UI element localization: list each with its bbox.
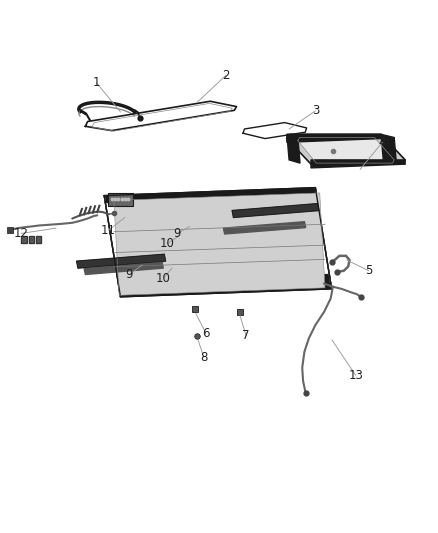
Polygon shape (118, 274, 332, 297)
Polygon shape (287, 134, 381, 142)
Text: 9: 9 (173, 227, 181, 240)
Polygon shape (311, 160, 405, 168)
Text: 5: 5 (365, 264, 372, 277)
Text: 7: 7 (242, 329, 250, 342)
Text: 10: 10 (156, 272, 171, 285)
FancyBboxPatch shape (108, 193, 133, 206)
Text: 2: 2 (222, 69, 230, 82)
Polygon shape (381, 134, 396, 163)
Polygon shape (315, 188, 332, 289)
Polygon shape (77, 254, 166, 268)
Text: 11: 11 (101, 224, 116, 237)
Polygon shape (298, 138, 394, 163)
Polygon shape (114, 193, 325, 295)
Text: 9: 9 (125, 268, 133, 281)
Polygon shape (223, 222, 306, 234)
Text: 6: 6 (202, 327, 210, 340)
Text: 3: 3 (312, 104, 319, 117)
Text: 13: 13 (348, 369, 363, 382)
Text: 12: 12 (14, 227, 28, 240)
Polygon shape (21, 236, 27, 243)
Polygon shape (36, 236, 41, 243)
Text: 1: 1 (92, 76, 100, 89)
Polygon shape (29, 236, 34, 243)
Text: 8: 8 (200, 351, 207, 364)
Text: 4: 4 (378, 136, 386, 149)
Polygon shape (287, 134, 405, 164)
Polygon shape (287, 134, 300, 163)
Text: 10: 10 (160, 237, 175, 250)
Polygon shape (104, 188, 316, 203)
Polygon shape (232, 204, 319, 217)
Polygon shape (104, 196, 120, 297)
Polygon shape (84, 262, 163, 274)
